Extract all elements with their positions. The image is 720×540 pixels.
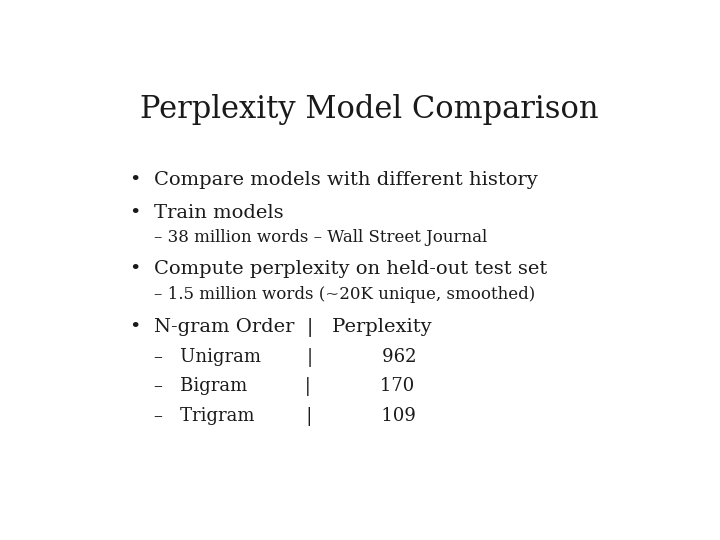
Text: –   Unigram        |            962: – Unigram | 962 [154,348,417,367]
Text: – 38 million words – Wall Street Journal: – 38 million words – Wall Street Journal [154,229,487,246]
Text: Compare models with different history: Compare models with different history [154,171,538,189]
Text: Perplexity Model Comparison: Perplexity Model Comparison [140,94,599,125]
Text: •: • [129,204,140,222]
Text: •: • [129,319,140,336]
Text: – 1.5 million words (~20K unique, smoothed): – 1.5 million words (~20K unique, smooth… [154,286,536,303]
Text: •: • [129,260,140,278]
Text: –   Bigram          |            170: – Bigram | 170 [154,377,415,396]
Text: Compute perplexity on held-out test set: Compute perplexity on held-out test set [154,260,547,278]
Text: Train models: Train models [154,204,284,222]
Text: N-gram Order  |   Perplexity: N-gram Order | Perplexity [154,319,432,338]
Text: •: • [129,171,140,189]
Text: –   Trigram         |            109: – Trigram | 109 [154,407,416,427]
